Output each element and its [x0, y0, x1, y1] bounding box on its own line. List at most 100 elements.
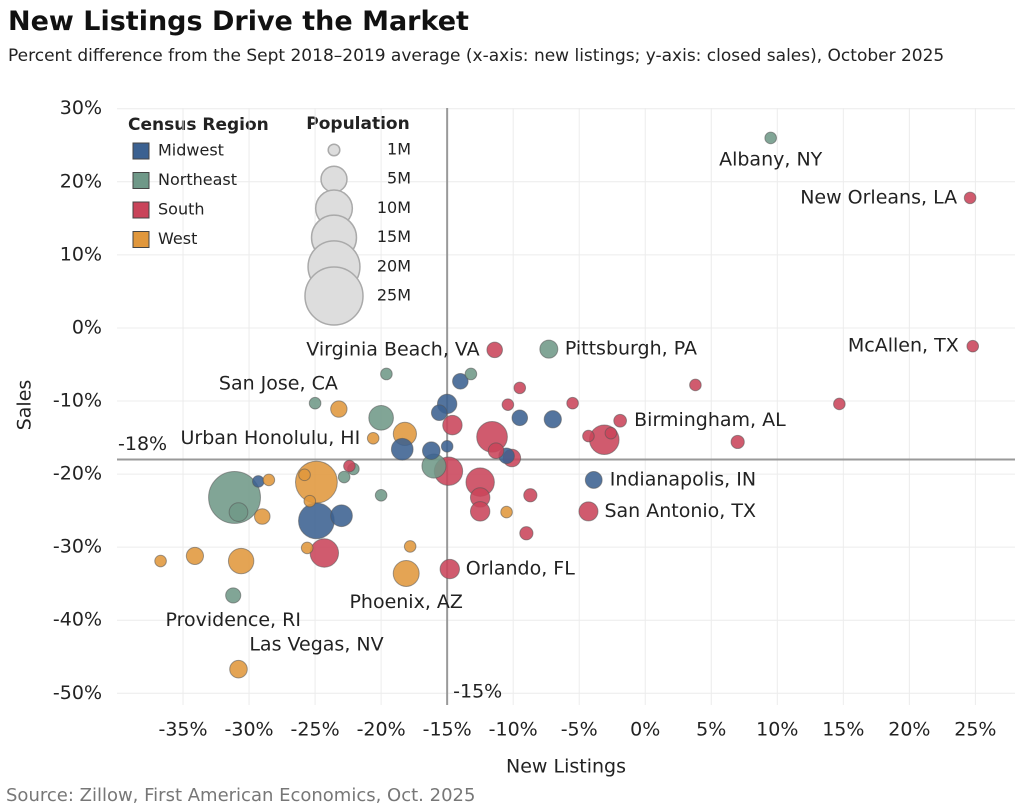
- y-tick-label: -20%: [53, 463, 102, 485]
- bubble: [582, 429, 595, 443]
- size-legend-label: 1M: [387, 140, 411, 159]
- point-label: Orlando, FL: [466, 558, 575, 580]
- bubble: [228, 502, 249, 522]
- legend-label: South: [158, 200, 205, 219]
- legend-swatch: [132, 201, 150, 219]
- size-legend-title: Population: [306, 114, 409, 134]
- point-label: Urban Honolulu, HI: [180, 427, 360, 449]
- point-label: Providence, RI: [165, 609, 300, 631]
- bubble: [343, 459, 356, 473]
- size-legend-bubble: [320, 165, 348, 193]
- point-label: San Antonio, TX: [604, 500, 756, 522]
- bubble: [392, 560, 420, 587]
- bubble: [185, 546, 205, 566]
- bubble: [294, 460, 338, 504]
- chart-title: New Listings Drive the Market: [8, 6, 469, 37]
- legend-swatch: [132, 231, 150, 248]
- size-legend-label: 15M: [377, 227, 411, 246]
- y-tick-label: 30%: [60, 97, 102, 119]
- point-label: San Jose, CA: [219, 373, 338, 395]
- legend-swatch: [132, 172, 150, 189]
- bubble: [403, 540, 417, 553]
- x-tick-label: -10%: [489, 719, 538, 741]
- bubble: [298, 502, 335, 540]
- bubble: [566, 396, 579, 410]
- x-tick-label: -15%: [423, 719, 472, 741]
- point-label: McAllen, TX: [848, 335, 959, 357]
- bubble: [523, 488, 538, 503]
- bubble: [227, 547, 255, 575]
- y-tick-label: 10%: [60, 243, 102, 265]
- bubble: [966, 339, 980, 353]
- bubble: [390, 437, 414, 461]
- point-label: Pittsburgh, PA: [565, 338, 697, 360]
- bubble: [252, 475, 265, 488]
- reference-label: -18%: [118, 433, 167, 455]
- bubble: [439, 558, 460, 580]
- point-label: New Orleans, LA: [800, 186, 957, 208]
- bubble: [500, 505, 513, 519]
- x-tick-label: -20%: [357, 719, 406, 741]
- source: Source: Zillow, First American Economics…: [6, 785, 475, 806]
- x-tick-label: -35%: [158, 719, 207, 741]
- x-tick-label: 0%: [630, 719, 660, 741]
- bubble: [464, 367, 478, 381]
- point-label: Virginia Beach, VA: [306, 338, 479, 360]
- bubble: [298, 468, 311, 482]
- legend-label: West: [158, 229, 197, 248]
- x-axis-label: New Listings: [506, 756, 626, 778]
- bubble: [833, 397, 846, 411]
- size-legend-label: 10M: [377, 198, 411, 217]
- point-label: Birmingham, AL: [634, 409, 786, 431]
- x-tick-label: 25%: [954, 719, 996, 741]
- y-tick-label: -10%: [53, 390, 102, 412]
- point-label: Indianapolis, IN: [610, 468, 756, 490]
- y-tick-label: -30%: [53, 536, 102, 558]
- bubble: [578, 501, 599, 522]
- bubble: [543, 410, 562, 429]
- x-tick-label: 5%: [696, 719, 726, 741]
- bubble: [613, 413, 627, 428]
- bubble: [511, 409, 529, 427]
- bubble: [452, 373, 469, 390]
- bubble: [330, 400, 348, 418]
- grid: [117, 108, 1015, 705]
- size-legend-bubble: [327, 143, 341, 157]
- x-tick-label: -30%: [225, 719, 274, 741]
- bubble: [689, 378, 702, 392]
- point-label: Las Vegas, NV: [249, 634, 383, 656]
- bubble: [513, 381, 527, 395]
- bubble: [253, 508, 271, 525]
- legend-title: Census Region: [128, 115, 269, 135]
- bubble: [330, 504, 353, 528]
- x-tick-label: 15%: [822, 719, 864, 741]
- y-tick-label: 0%: [72, 316, 102, 338]
- bubble: [225, 587, 242, 604]
- legend-label: Midwest: [158, 141, 224, 160]
- size-legend-label: 25M: [377, 286, 411, 305]
- bubble: [730, 434, 745, 450]
- size-legend-bubble: [304, 266, 364, 326]
- legend-label: Northeast: [158, 170, 237, 189]
- x-tick-label: 20%: [888, 719, 930, 741]
- bubble: [337, 470, 351, 484]
- size-legend-label: 20M: [377, 256, 411, 275]
- point-label: Albany, NY: [719, 148, 823, 170]
- bubble: [487, 442, 505, 459]
- x-tick-label: 10%: [756, 719, 798, 741]
- bubble: [154, 554, 167, 568]
- bubble: [368, 405, 394, 431]
- bubble: [380, 367, 393, 381]
- bubble: [422, 441, 441, 461]
- bubble: [469, 501, 491, 522]
- x-tick-label: -25%: [291, 719, 340, 741]
- bubble: [539, 339, 559, 359]
- legend-swatch: [132, 142, 150, 160]
- bubble: [262, 473, 276, 487]
- bubble: [584, 471, 603, 489]
- y-axis-label: Sales: [14, 380, 36, 431]
- bubble: [374, 488, 388, 502]
- bubble: [309, 538, 340, 568]
